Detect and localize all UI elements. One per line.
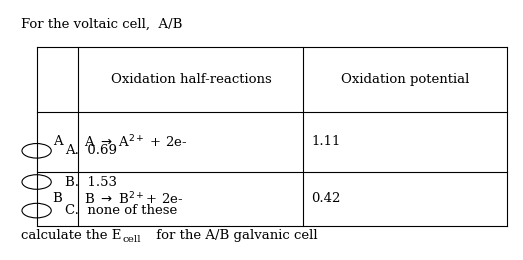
Text: A: A [53, 135, 62, 148]
Text: B.  1.53: B. 1.53 [65, 176, 117, 188]
Text: calculate the E: calculate the E [21, 229, 121, 242]
Text: 1.11: 1.11 [311, 135, 340, 148]
Text: A.  0.69: A. 0.69 [65, 144, 117, 157]
Text: C.  none of these: C. none of these [65, 204, 178, 217]
Text: B: B [53, 192, 62, 205]
Text: A $\rightarrow$ A$^{2+}$ + 2e-: A $\rightarrow$ A$^{2+}$ + 2e- [84, 133, 187, 150]
Text: For the voltaic cell,  A/B: For the voltaic cell, A/B [21, 18, 183, 31]
Text: B $\rightarrow$ B$^{2+}$+ 2e-: B $\rightarrow$ B$^{2+}$+ 2e- [84, 191, 183, 207]
Text: cell: cell [123, 236, 142, 244]
Text: Oxidation half-reactions: Oxidation half-reactions [110, 73, 271, 86]
Text: for the A/B galvanic cell: for the A/B galvanic cell [152, 229, 317, 242]
Text: 0.42: 0.42 [311, 192, 340, 205]
Text: Oxidation potential: Oxidation potential [341, 73, 470, 86]
